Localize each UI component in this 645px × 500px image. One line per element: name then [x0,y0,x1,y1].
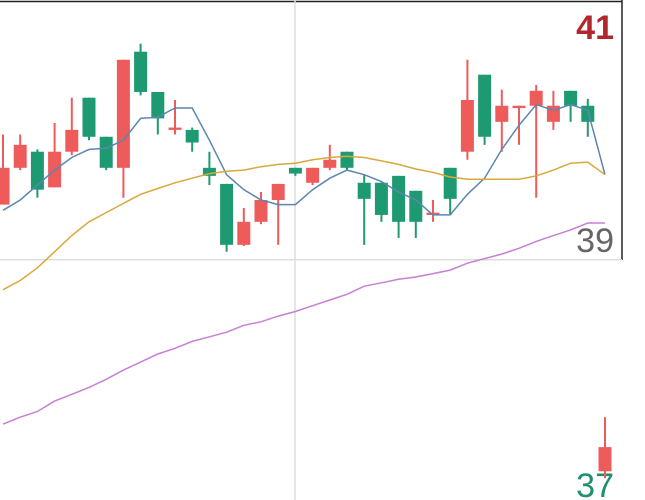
candle-body [426,212,440,215]
candle-body [357,182,371,199]
candle-body [374,182,388,215]
candle-body [185,129,199,143]
candle-body [409,190,423,222]
y-tick-label: 37 [576,467,614,500]
candle-body [495,105,509,122]
candle-body [564,90,578,106]
candle-body [65,129,79,152]
candle-body [306,167,320,183]
candle-body [151,91,165,119]
candle-body [168,127,182,130]
candle-body [13,144,27,168]
candle-body [220,183,234,245]
candle-body [323,159,337,168]
y-tick-label: 39 [576,222,614,260]
candle-body [271,183,285,200]
candle-body [237,221,251,245]
candle-body [0,167,10,205]
candle-body [134,51,148,92]
candle-body [254,200,268,222]
candle-body [99,136,113,168]
candle-body [598,447,612,472]
candle-body [202,167,216,176]
candle-body [288,167,302,174]
moving-average-line [2,222,605,425]
moving-average-line [2,103,606,216]
moving-average-line [2,155,606,291]
candle-body [340,151,354,168]
candle-body [82,97,96,137]
y-tick-label: 41 [576,9,614,47]
candle-body [478,74,492,137]
candle-body [116,59,130,168]
candle-body [30,151,44,190]
candle-body [392,175,406,222]
candle-body [443,167,457,199]
candle-body [460,100,474,152]
candle-body [512,105,526,109]
candle-body [529,90,543,106]
